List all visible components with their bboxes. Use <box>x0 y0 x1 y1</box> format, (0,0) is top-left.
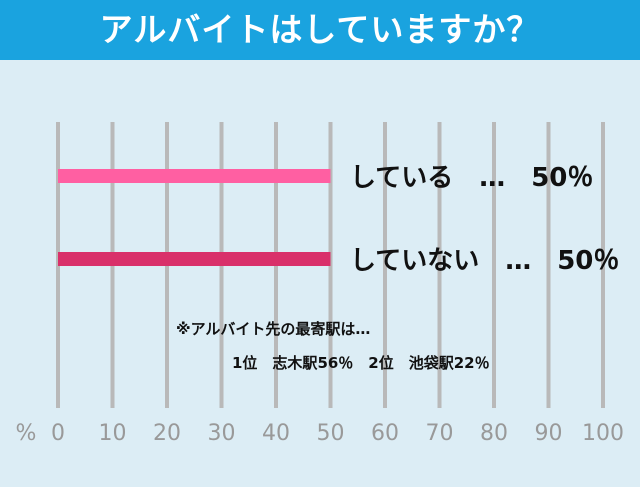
x-tick-label: 70 <box>426 421 454 446</box>
x-tick-label: 0 <box>51 421 65 446</box>
bar-1 <box>58 169 331 183</box>
title-bar <box>0 0 640 60</box>
x-tick-label: 80 <box>480 421 508 446</box>
bottom-strip <box>0 487 640 499</box>
x-tick-label: 50 <box>317 421 345 446</box>
station-note-heading: ※アルバイト先の最寄駅は… <box>176 320 371 338</box>
bar-value-label: している … 50％ <box>350 163 593 193</box>
x-tick-label: 40 <box>262 421 290 446</box>
station-ranking: 1位 志木駅56％ 2位 池袋駅22％ <box>232 354 490 372</box>
x-axis-label: % <box>16 421 37 446</box>
x-tick-label: 60 <box>371 421 399 446</box>
x-tick-label: 30 <box>208 421 236 446</box>
chart-title: アルバイトはしていますか？ <box>99 10 541 49</box>
x-tick-label: 20 <box>153 421 181 446</box>
x-tick-label: 10 <box>99 421 127 446</box>
x-tick-label: 100 <box>582 421 624 446</box>
x-tick-label: 90 <box>535 421 563 446</box>
bar-2 <box>58 252 331 266</box>
bar-value-label: していない … 50％ <box>350 246 619 276</box>
